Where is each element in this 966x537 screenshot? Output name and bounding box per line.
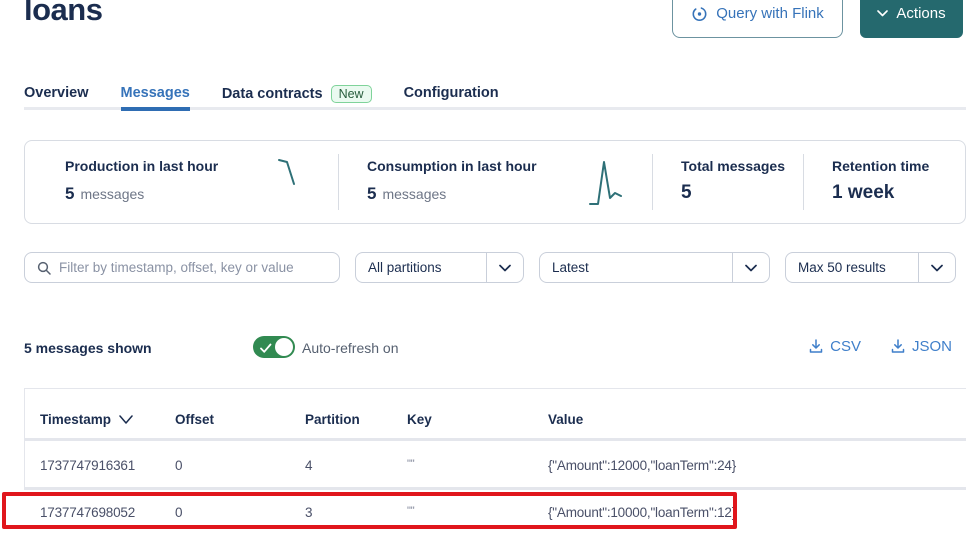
check-icon xyxy=(260,341,272,359)
partition-select-value: All partitions xyxy=(368,260,442,275)
timestamp-header-label: Timestamp xyxy=(40,412,112,427)
stat-retention-time-label: Retention time xyxy=(832,158,930,174)
tab-configuration-label: Configuration xyxy=(403,85,499,101)
partition-select[interactable]: All partitions xyxy=(355,252,524,283)
tab-messages[interactable]: Messages xyxy=(120,85,190,111)
stat-production-value: 5 xyxy=(65,184,75,203)
row-separator xyxy=(24,487,966,490)
stat-total-messages: Total messages 5 xyxy=(653,141,803,223)
cell-partition: 4 xyxy=(305,458,313,473)
cell-timestamp: 1737747916361 xyxy=(40,458,136,473)
tab-messages-label: Messages xyxy=(120,85,190,101)
tab-data-contracts[interactable]: Data contracts New xyxy=(222,85,372,113)
message-filter-search[interactable] xyxy=(24,252,340,283)
stat-consumption-label: Consumption in last hour xyxy=(367,158,537,174)
download-csv-link[interactable]: CSV xyxy=(809,338,861,355)
stat-retention-time: Retention time 1 week xyxy=(804,141,965,223)
search-input[interactable] xyxy=(59,260,339,275)
production-sparkline-icon xyxy=(274,155,304,194)
stat-consumption-value: 5 xyxy=(367,184,377,203)
stat-consumption-unit: messages xyxy=(382,186,447,202)
cell-value: {"Amount":12000,"loanTerm":24} xyxy=(548,458,737,473)
sort-desc-icon xyxy=(119,415,133,424)
divider xyxy=(338,154,339,210)
offset-select[interactable]: Latest xyxy=(539,252,770,283)
stat-total-messages-value: 5 xyxy=(681,182,692,203)
stat-production-label: Production in last hour xyxy=(65,158,219,174)
tab-configuration[interactable]: Configuration xyxy=(404,85,499,111)
stat-production: Production in last hour 5 messages xyxy=(25,141,338,223)
topic-stats-card: Production in last hour 5 messages Consu… xyxy=(24,140,966,224)
column-header-offset: Offset xyxy=(175,412,215,427)
cell-offset: 0 xyxy=(175,458,183,473)
toggle-knob xyxy=(275,338,293,356)
tab-bar: Overview Messages Data contracts New Con… xyxy=(24,85,499,113)
new-badge: New xyxy=(330,85,372,103)
auto-refresh-label: Auto-refresh on xyxy=(302,340,399,356)
tabs-underline xyxy=(24,107,966,110)
cell-offset: 0 xyxy=(175,505,183,520)
query-with-flink-label: Query with Flink xyxy=(716,4,824,22)
messages-shown-count: 5 messages shown xyxy=(24,340,152,356)
stat-consumption: Consumption in last hour 5 messages xyxy=(339,141,652,223)
max-results-select-value: Max 50 results xyxy=(798,260,886,275)
cell-partition: 3 xyxy=(305,505,313,520)
consumption-sparkline-icon xyxy=(588,152,624,219)
cell-key: "" xyxy=(407,458,415,470)
column-header-key: Key xyxy=(407,412,432,427)
cell-timestamp: 1737747698052 xyxy=(40,505,136,520)
chevron-down-icon xyxy=(486,253,523,282)
cell-value: {"Amount":10000,"loanTerm":12} xyxy=(548,505,737,520)
stat-production-unit: messages xyxy=(80,186,145,202)
tab-overview-label: Overview xyxy=(24,85,89,101)
tab-overview[interactable]: Overview xyxy=(24,85,89,111)
json-label: JSON xyxy=(911,338,952,355)
stat-retention-time-value: 1 week xyxy=(832,182,895,203)
offset-select-value: Latest xyxy=(552,260,589,275)
divider xyxy=(652,154,653,210)
chevron-down-icon xyxy=(732,253,769,282)
page-title: loans xyxy=(24,0,103,27)
search-icon xyxy=(37,261,51,275)
flink-icon xyxy=(691,5,708,22)
download-icon xyxy=(891,339,905,353)
actions-label: Actions xyxy=(896,4,946,22)
stat-total-messages-label: Total messages xyxy=(681,158,786,174)
chevron-down-icon xyxy=(918,253,955,282)
divider xyxy=(803,154,804,210)
download-icon xyxy=(809,339,823,353)
tab-data-contracts-label: Data contracts xyxy=(221,86,323,102)
max-results-select[interactable]: Max 50 results xyxy=(785,252,956,283)
column-header-partition: Partition xyxy=(305,412,360,427)
export-links: CSV JSON xyxy=(809,338,952,355)
query-with-flink-button[interactable]: Query with Flink xyxy=(672,0,843,38)
cell-key: "" xyxy=(407,505,415,517)
actions-button[interactable]: Actions xyxy=(860,0,963,38)
table-top-border xyxy=(24,388,966,389)
auto-refresh-toggle[interactable] xyxy=(253,336,295,358)
column-header-timestamp[interactable]: Timestamp xyxy=(40,412,133,427)
chevron-down-icon xyxy=(877,9,889,17)
column-header-value: Value xyxy=(548,412,584,427)
row-separator xyxy=(24,438,966,441)
csv-label: CSV xyxy=(830,338,861,355)
download-json-link[interactable]: JSON xyxy=(891,338,952,355)
